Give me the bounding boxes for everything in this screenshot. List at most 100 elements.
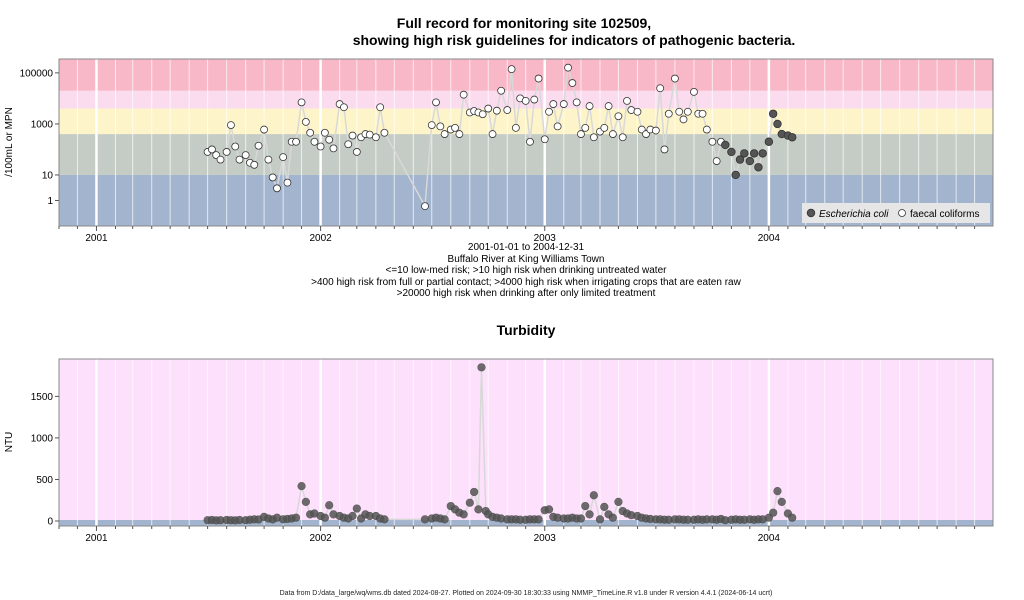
- faecal-coliform-point: [268, 173, 277, 182]
- faecal-coliform-point: [451, 123, 459, 132]
- faecal-coliform-point: [585, 102, 594, 110]
- turbidity-point: [773, 487, 782, 496]
- faecal-coliform-point: [283, 178, 292, 187]
- turbidity-point: [788, 513, 797, 522]
- faecal-coliform-point: [320, 128, 329, 137]
- turbidity-point: [325, 501, 334, 510]
- ecoli-point: [721, 140, 730, 150]
- faecal-coliform-point: [577, 130, 585, 138]
- caption-risk-3: >20000 high risk when drinking after onl…: [397, 288, 656, 299]
- faecal-coliform-point: [600, 123, 609, 132]
- turbidity-point: [585, 510, 594, 519]
- faecal-coliform-point: [526, 137, 534, 146]
- faecal-coliform-point: [581, 123, 590, 132]
- turbidity-point: [600, 502, 609, 511]
- faecal-coliform-point: [329, 144, 338, 153]
- faecal-coliform-point: [436, 122, 445, 131]
- y-tick-label: 100000: [20, 68, 54, 79]
- faecal-coliform-point: [614, 112, 623, 121]
- ecoli-point: [758, 149, 767, 158]
- faecal-coliform-point: [492, 106, 501, 115]
- chart-title-line1: Full record for monitoring site 102509,: [397, 15, 651, 31]
- faecal-coliform-point: [623, 96, 631, 105]
- turbidity-point: [380, 515, 389, 524]
- ecoli-point: [749, 149, 759, 158]
- y-tick-label: 10: [42, 170, 54, 181]
- faecal-coliform-point: [690, 87, 698, 96]
- faecal-coliform-point: [572, 98, 581, 107]
- faecal-coliform-point: [698, 109, 707, 118]
- faecal-coliform-point: [608, 130, 617, 138]
- faecal-coliform-point: [325, 135, 334, 144]
- turbidity-point: [301, 497, 310, 507]
- x-tick-label: 2003: [534, 533, 557, 544]
- faecal-coliform-point: [235, 155, 244, 164]
- y-tick-label: 1: [47, 196, 53, 207]
- faecal-coliform-point: [564, 63, 572, 72]
- faecal-coliform-point: [348, 131, 357, 140]
- ecoli-point: [754, 163, 763, 172]
- turbidity-title: Turbidity: [497, 322, 556, 338]
- faecal-coliform-point: [553, 122, 562, 131]
- x-tick-label: 2001: [85, 233, 108, 244]
- faecal-coliform-point: [371, 133, 380, 142]
- turbidity-point: [420, 515, 430, 524]
- top-y-axis-label: /100mL or MPN: [4, 107, 15, 177]
- faecal-coliform-point: [633, 107, 642, 116]
- turbidity-point: [348, 511, 357, 521]
- faecal-coliform-point: [521, 96, 530, 105]
- faecal-coliform-point: [656, 84, 665, 93]
- ecoli-point: [731, 170, 740, 180]
- turbidity-point: [614, 497, 623, 507]
- faecal-coliform-point: [708, 137, 717, 146]
- y-tick-label: 500: [36, 475, 53, 486]
- faecal-coliform-point: [664, 109, 673, 118]
- faecal-coliform-point: [264, 155, 273, 164]
- footer-note: Data from D:/data_large/wq/wms.db dated …: [280, 590, 773, 597]
- faecal-coliform-point: [344, 140, 353, 149]
- turbidity-point: [320, 513, 329, 522]
- faecal-coliform-point: [380, 128, 389, 137]
- faecal-coliform-point: [260, 125, 268, 134]
- faecal-coliform-point: [507, 65, 516, 74]
- faecal-coliform-point: [568, 79, 577, 87]
- turbidity-point: [534, 515, 543, 524]
- bottom-data-points: [203, 363, 797, 525]
- y-tick-label: 0: [47, 517, 53, 528]
- x-tick-label: 2004: [758, 233, 781, 244]
- faecal-coliform-point: [484, 104, 493, 113]
- faecal-coliform-point: [549, 100, 558, 108]
- y-tick-label: 1000: [31, 433, 54, 444]
- top-data-points: [203, 63, 797, 211]
- faecal-coliform-point: [683, 107, 692, 116]
- caption-risk-2: >400 high risk from full or partial cont…: [311, 277, 741, 288]
- faecal-coliform-point: [208, 145, 216, 154]
- faecal-coliform-point: [254, 141, 263, 150]
- y-tick-label: 1500: [31, 392, 54, 403]
- turbidity-point: [595, 515, 605, 524]
- faecal-coliform-point: [427, 121, 436, 129]
- ecoli-point: [764, 137, 774, 146]
- ecoli-point: [740, 149, 749, 158]
- turbidity-point: [477, 363, 486, 372]
- top-axes: 2001 2002 2003 2004 1 10 1000 100000: [20, 68, 976, 244]
- faecal-coliform-point: [459, 90, 468, 99]
- ecoli-point: [727, 147, 736, 157]
- turbidity-point: [777, 497, 786, 507]
- legend-ecoli-marker: [806, 208, 816, 218]
- faecal-coliform-point: [222, 148, 231, 156]
- faecal-coliform-point: [297, 98, 306, 107]
- faecal-coliform-point: [316, 142, 325, 151]
- legend-ecoli-label: Escherichia coli: [819, 209, 889, 220]
- ecoli-point: [787, 133, 797, 142]
- faecal-coliform-point: [675, 107, 684, 116]
- faecal-coliform-point: [651, 126, 660, 135]
- x-tick-label: 2003: [534, 233, 557, 244]
- x-tick-label: 2002: [309, 233, 332, 244]
- faecal-coliform-point: [511, 123, 520, 132]
- faecal-coliform-point: [231, 142, 240, 151]
- turbidity-point: [440, 515, 449, 524]
- legend-faecal-label: faecal coliforms: [910, 209, 979, 220]
- turbidity-point: [297, 482, 306, 491]
- faecal-coliform-point: [216, 155, 225, 164]
